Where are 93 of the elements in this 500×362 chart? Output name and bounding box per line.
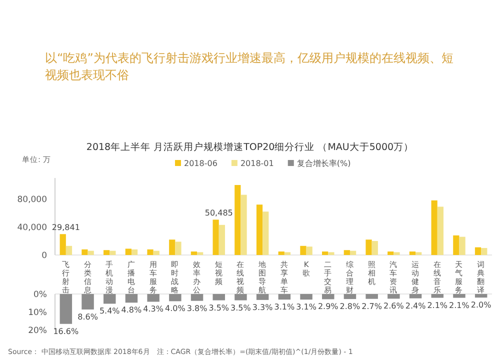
bar	[147, 249, 154, 255]
legend-label: 2018-01	[240, 159, 274, 168]
chart-title: 2018年上半年 月活跃用户规模增速TOP20细分行业 （MAU大于5000万）	[86, 141, 414, 153]
bar	[190, 294, 204, 301]
bar	[131, 249, 138, 255]
data-label: 2.0%	[470, 300, 492, 310]
data-label: 4.0%	[165, 304, 186, 314]
bar	[322, 294, 334, 300]
y-tick-label: 0	[42, 251, 47, 261]
y-tick-label: 10%	[28, 308, 47, 318]
bar	[328, 252, 334, 255]
bar	[453, 235, 460, 255]
bar	[300, 294, 312, 300]
y-tick-label: 0%	[34, 290, 47, 300]
bar	[431, 294, 444, 298]
legend-label: 复合增长率(%)	[296, 159, 351, 168]
data-label: 3.1%	[296, 302, 317, 312]
bar	[240, 194, 247, 255]
data-label: 3.1%	[274, 302, 295, 312]
bar	[437, 206, 444, 255]
bar	[82, 249, 88, 255]
bar	[125, 248, 132, 255]
bar	[474, 294, 488, 298]
bar	[416, 252, 422, 255]
data-label: 3.5%	[208, 303, 230, 312]
bar	[366, 294, 378, 299]
data-label: 2.7%	[362, 302, 382, 311]
bar	[256, 294, 269, 300]
bar	[284, 252, 291, 255]
bar	[350, 250, 356, 255]
bar	[366, 240, 372, 255]
bar	[372, 241, 378, 255]
bar	[197, 252, 204, 255]
y-tick-label: 80,000	[17, 195, 47, 205]
data-label: 3.5%	[230, 303, 252, 312]
bar	[60, 294, 72, 324]
data-label: 16.6%	[53, 326, 80, 336]
data-label: 50,485	[204, 208, 233, 218]
bar	[82, 294, 94, 310]
bar	[175, 242, 182, 255]
data-label: 2.4%	[405, 301, 426, 310]
bar	[218, 224, 225, 255]
bar	[234, 294, 247, 300]
data-label: 3.8%	[186, 304, 208, 313]
bar	[459, 236, 466, 255]
data-label: 2.6%	[384, 302, 404, 311]
bar	[104, 294, 116, 304]
data-label: 2.1%	[427, 300, 448, 310]
data-label: 5.4%	[99, 306, 120, 316]
bar	[66, 246, 72, 255]
bar	[169, 240, 176, 255]
bar	[262, 212, 269, 255]
bar	[322, 252, 328, 255]
bar	[278, 252, 284, 255]
data-label: 2.8%	[340, 302, 361, 312]
bar	[409, 294, 422, 298]
data-label: 8.6%	[78, 312, 98, 322]
bar	[147, 294, 160, 302]
bar	[344, 250, 350, 255]
y-tick-label: 40,000	[17, 223, 47, 233]
bar	[431, 200, 438, 255]
bar	[88, 250, 94, 255]
bar	[481, 248, 488, 255]
bar	[278, 294, 291, 300]
bar	[169, 294, 182, 302]
bar	[212, 220, 219, 255]
bar	[234, 185, 241, 255]
bar	[388, 294, 400, 299]
bar	[190, 252, 198, 255]
data-label: 4.8%	[121, 306, 142, 315]
bar	[300, 246, 306, 255]
bar	[60, 234, 66, 255]
bar	[212, 294, 225, 300]
y-tick-label: 20%	[28, 326, 47, 336]
legend-label: 2018-06	[184, 159, 218, 168]
bar	[125, 294, 138, 303]
bar	[104, 250, 110, 255]
bar	[409, 252, 416, 255]
data-label: 2.1%	[449, 300, 470, 310]
text: 以“吃鸡”为代表的飞行射击游戏行业增速最高，亿级用户规模的在线视频、短视频也表现不俗	[45, 50, 454, 84]
bar	[394, 252, 400, 255]
bar	[344, 294, 356, 300]
bar	[256, 204, 263, 255]
bar	[110, 250, 116, 255]
data-label: 4.3%	[143, 304, 164, 314]
bar	[388, 252, 394, 255]
data-label: 2.9%	[318, 302, 339, 312]
data-label: 29,841	[52, 223, 80, 232]
data-label: 3.3%	[252, 302, 274, 312]
bar	[474, 247, 482, 255]
bar	[453, 294, 466, 298]
bar	[306, 246, 312, 255]
bar	[153, 250, 160, 255]
